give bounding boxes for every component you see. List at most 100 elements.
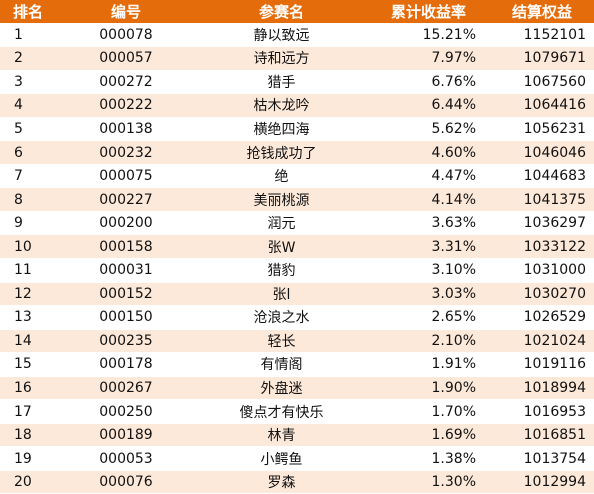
table-row: 15 000178 有情阁 1.91% 1019116 [0,352,594,377]
header-cumulative-return: 累计收益率 [367,0,490,24]
name-cell: 猎豹 [196,258,367,283]
id-cell: 000178 [56,352,196,377]
id-cell: 000200 [56,211,196,236]
table-row: 19 000053 小鳄鱼 1.38% 1013754 [0,446,594,471]
name-cell: 林青 [196,423,367,448]
return-cell: 3.10% [367,258,490,283]
return-cell: 4.60% [367,140,490,165]
id-cell: 000227 [56,187,196,212]
return-cell: 5.62% [367,117,490,142]
equity-cell: 1064416 [490,93,594,118]
name-cell: 诗和远方 [196,46,367,71]
header-settlement-equity: 结算权益 [490,0,594,24]
return-cell: 2.65% [367,305,490,330]
header-row: 排名 编号 参赛名 累计收益率 结算权益 [0,0,594,24]
table-row: 3 000272 猎手 6.76% 1067560 [0,70,594,95]
table-row: 16 000267 外盘迷 1.90% 1018994 [0,376,594,401]
rank-cell: 2 [0,46,56,71]
table-row: 14 000235 轻长 2.10% 1021024 [0,329,594,354]
name-cell: 轻长 [196,329,367,354]
return-cell: 3.63% [367,211,490,236]
name-cell: 美丽桃源 [196,187,367,212]
name-cell: 润元 [196,211,367,236]
id-cell: 000158 [56,234,196,259]
id-cell: 000053 [56,446,196,471]
name-cell: 张W [196,234,367,259]
return-cell: 1.38% [367,446,490,471]
return-cell: 15.21% [367,23,490,48]
return-cell: 1.90% [367,376,490,401]
rank-cell: 14 [0,329,56,354]
equity-cell: 1046046 [490,140,594,165]
id-cell: 000189 [56,423,196,448]
equity-cell: 1044683 [490,164,594,189]
table-row: 10 000158 张W 3.31% 1033122 [0,234,594,259]
rank-cell: 20 [0,470,56,494]
id-cell: 000222 [56,93,196,118]
rank-cell: 6 [0,140,56,165]
name-cell: 罗森 [196,470,367,494]
equity-cell: 1031000 [490,258,594,283]
table-row: 1 000078 静以致远 15.21% 1152101 [0,23,594,48]
rank-cell: 11 [0,258,56,283]
name-cell: 绝 [196,164,367,189]
id-cell: 000232 [56,140,196,165]
id-cell: 000078 [56,23,196,48]
equity-cell: 1016851 [490,423,594,448]
return-cell: 3.03% [367,282,490,307]
return-cell: 1.69% [367,423,490,448]
id-cell: 000150 [56,305,196,330]
name-cell: 沧浪之水 [196,305,367,330]
return-cell: 1.70% [367,399,490,424]
id-cell: 000075 [56,164,196,189]
rank-cell: 5 [0,117,56,142]
table-row: 18 000189 林青 1.69% 1016851 [0,423,594,448]
name-cell: 猎手 [196,70,367,95]
rank-cell: 1 [0,23,56,48]
header-rank: 排名 [0,0,56,24]
return-cell: 4.47% [367,164,490,189]
rank-cell: 12 [0,282,56,307]
equity-cell: 1067560 [490,70,594,95]
name-cell: 枯木龙吟 [196,93,367,118]
name-cell: 抢钱成功了 [196,140,367,165]
rank-cell: 3 [0,70,56,95]
id-cell: 000272 [56,70,196,95]
rank-cell: 17 [0,399,56,424]
table-row: 13 000150 沧浪之水 2.65% 1026529 [0,305,594,330]
id-cell: 000267 [56,376,196,401]
id-cell: 000250 [56,399,196,424]
equity-cell: 1030270 [490,282,594,307]
rank-cell: 9 [0,211,56,236]
header-name: 参赛名 [196,0,367,24]
rank-cell: 18 [0,423,56,448]
equity-cell: 1018994 [490,376,594,401]
name-cell: 张l [196,282,367,307]
rank-cell: 19 [0,446,56,471]
name-cell: 有情阁 [196,352,367,377]
return-cell: 6.76% [367,70,490,95]
name-cell: 静以致远 [196,23,367,48]
rank-cell: 8 [0,187,56,212]
return-cell: 6.44% [367,93,490,118]
rank-cell: 16 [0,376,56,401]
table-row: 8 000227 美丽桃源 4.14% 1041375 [0,187,594,212]
equity-cell: 1056231 [490,117,594,142]
table-row: 12 000152 张l 3.03% 1030270 [0,282,594,307]
id-cell: 000152 [56,282,196,307]
rank-cell: 10 [0,234,56,259]
table-row: 7 000075 绝 4.47% 1044683 [0,164,594,189]
name-cell: 傻点才有快乐 [196,399,367,424]
return-cell: 3.31% [367,234,490,259]
name-cell: 小鳄鱼 [196,446,367,471]
id-cell: 000076 [56,470,196,494]
return-cell: 4.14% [367,187,490,212]
equity-cell: 1033122 [490,234,594,259]
table-row: 17 000250 傻点才有快乐 1.70% 1016953 [0,399,594,424]
equity-cell: 1079671 [490,46,594,71]
id-cell: 000031 [56,258,196,283]
equity-cell: 1036297 [490,211,594,236]
equity-cell: 1012994 [490,470,594,494]
rank-cell: 15 [0,352,56,377]
